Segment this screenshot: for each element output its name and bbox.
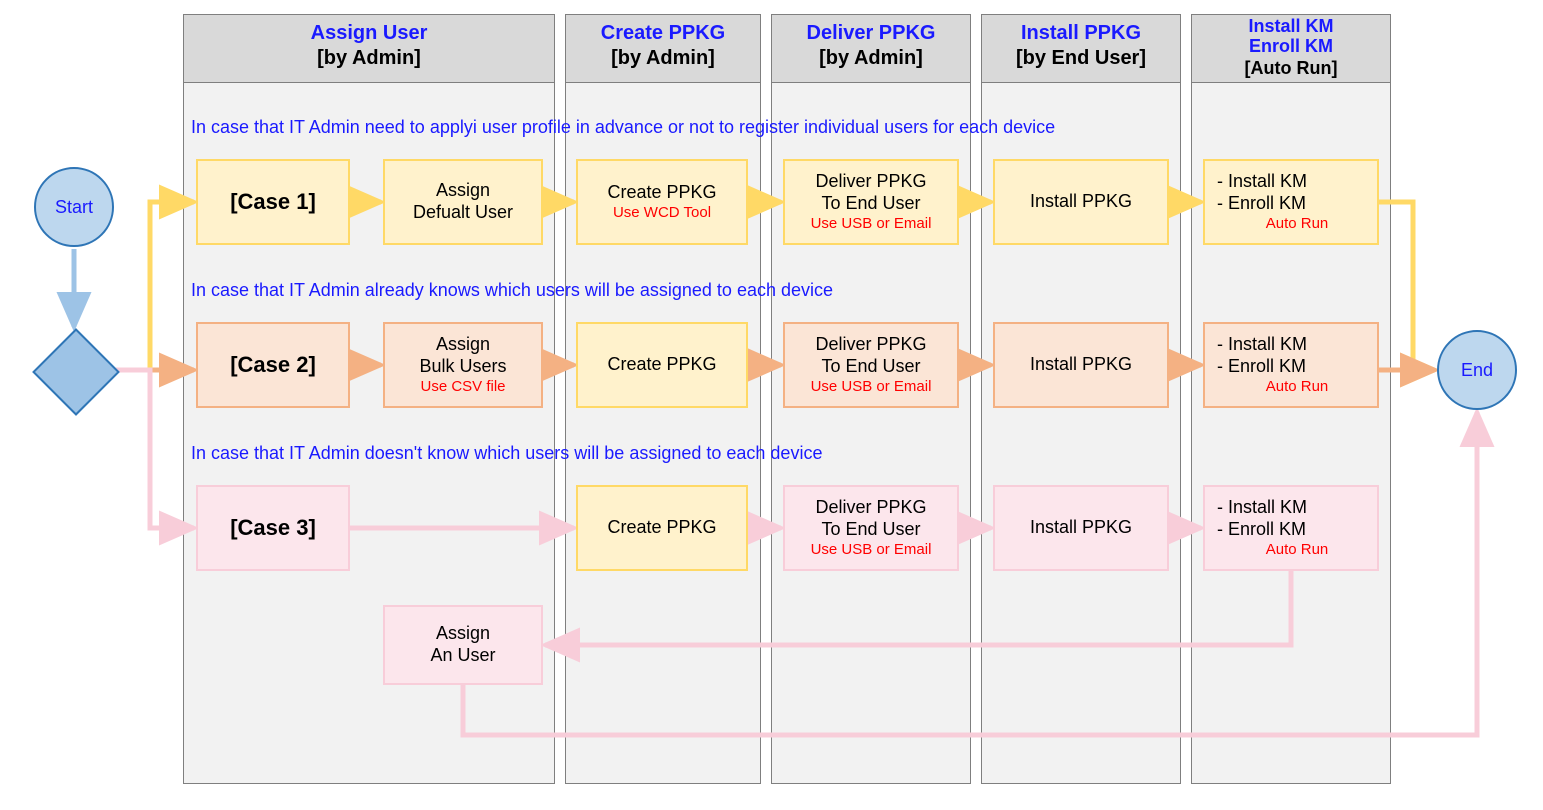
lane-title: Create PPKG [570,21,756,46]
line1: - Install KM [1217,171,1307,193]
case1-label: [Case 1] [230,189,316,215]
lane-header: Deliver PPKG [by Admin] [772,15,970,83]
case1-description: In case that IT Admin need to applyi use… [191,117,1055,138]
lane-title: Install PPKG [986,21,1176,46]
line1: Deliver PPKG [815,497,926,519]
line2: - Enroll KM [1217,519,1306,541]
case2-description: In case that IT Admin already knows whic… [191,280,833,301]
line2: To End User [821,356,920,378]
note: Use CSV file [420,378,505,396]
line2: To End User [821,519,920,541]
create-ppkg-3: Create PPKG [576,485,748,571]
lane-title: Assign User [188,21,550,46]
note: Use USB or Email [811,378,932,396]
assign-bulk-users-box: Assign Bulk Users Use CSV file [383,322,543,408]
label: Create PPKG [607,182,716,204]
lane-sub: [by Admin] [570,46,756,71]
deliver-ppkg-3: Deliver PPKG To End User Use USB or Emai… [783,485,959,571]
lane-sub: [by End User] [986,46,1176,71]
deliver-ppkg-1: Deliver PPKG To End User Use USB or Emai… [783,159,959,245]
create-ppkg-2: Create PPKG [576,322,748,408]
note: Use WCD Tool [613,204,711,222]
note: Auto Run [1266,541,1329,559]
note: Auto Run [1266,215,1329,233]
lane-header: Install KM Enroll KM [Auto Run] [1192,15,1390,83]
note: Use USB or Email [811,541,932,559]
decision-node [33,329,115,411]
line1: - Install KM [1217,334,1307,356]
line1: Deliver PPKG [815,334,926,356]
label: Create PPKG [607,517,716,539]
end-node: End [1437,330,1517,410]
line2: - Enroll KM [1217,193,1306,215]
end-label: End [1461,360,1493,381]
note: Auto Run [1266,378,1329,396]
assign-an-user-box: Assign An User [383,605,543,685]
install-km-3: - Install KM - Enroll KM Auto Run [1203,485,1379,571]
lane-sub: [Auto Run] [1196,57,1386,80]
line2: - Enroll KM [1217,356,1306,378]
install-km-2: - Install KM - Enroll KM Auto Run [1203,322,1379,408]
line1: Deliver PPKG [815,171,926,193]
install-ppkg-3: Install PPKG [993,485,1169,571]
case1-box: [Case 1] [196,159,350,245]
lane-header: Assign User [by Admin] [184,15,554,83]
case2-box: [Case 2] [196,322,350,408]
line2: To End User [821,193,920,215]
lane-sub: [by Admin] [188,46,550,71]
line1: Assign [436,334,490,356]
case3-description: In case that IT Admin doesn't know which… [191,443,822,464]
lane-header: Install PPKG [by End User] [982,15,1180,83]
install-ppkg-2: Install PPKG [993,322,1169,408]
start-label: Start [55,197,93,218]
case3-box: [Case 3] [196,485,350,571]
line2: Bulk Users [419,356,506,378]
lane-sub: [by Admin] [776,46,966,71]
lane-title: Deliver PPKG [776,21,966,46]
label: Install PPKG [1030,191,1132,213]
line1: - Install KM [1217,497,1307,519]
case3-label: [Case 3] [230,515,316,541]
install-km-1: - Install KM - Enroll KM Auto Run [1203,159,1379,245]
label: Create PPKG [607,354,716,376]
assign-default-user-box: Assign Defualt User [383,159,543,245]
line2: An User [430,645,495,667]
line1: Assign [436,180,490,202]
lane-title: Install KM Enroll KM [1196,17,1386,57]
line1: Assign [436,623,490,645]
case2-label: [Case 2] [230,352,316,378]
label: Install PPKG [1030,517,1132,539]
install-ppkg-1: Install PPKG [993,159,1169,245]
create-ppkg-1: Create PPKG Use WCD Tool [576,159,748,245]
label: Install PPKG [1030,354,1132,376]
deliver-ppkg-2: Deliver PPKG To End User Use USB or Emai… [783,322,959,408]
start-node: Start [34,167,114,247]
note: Use USB or Email [811,215,932,233]
lane-header: Create PPKG [by Admin] [566,15,760,83]
line2: Defualt User [413,202,513,224]
